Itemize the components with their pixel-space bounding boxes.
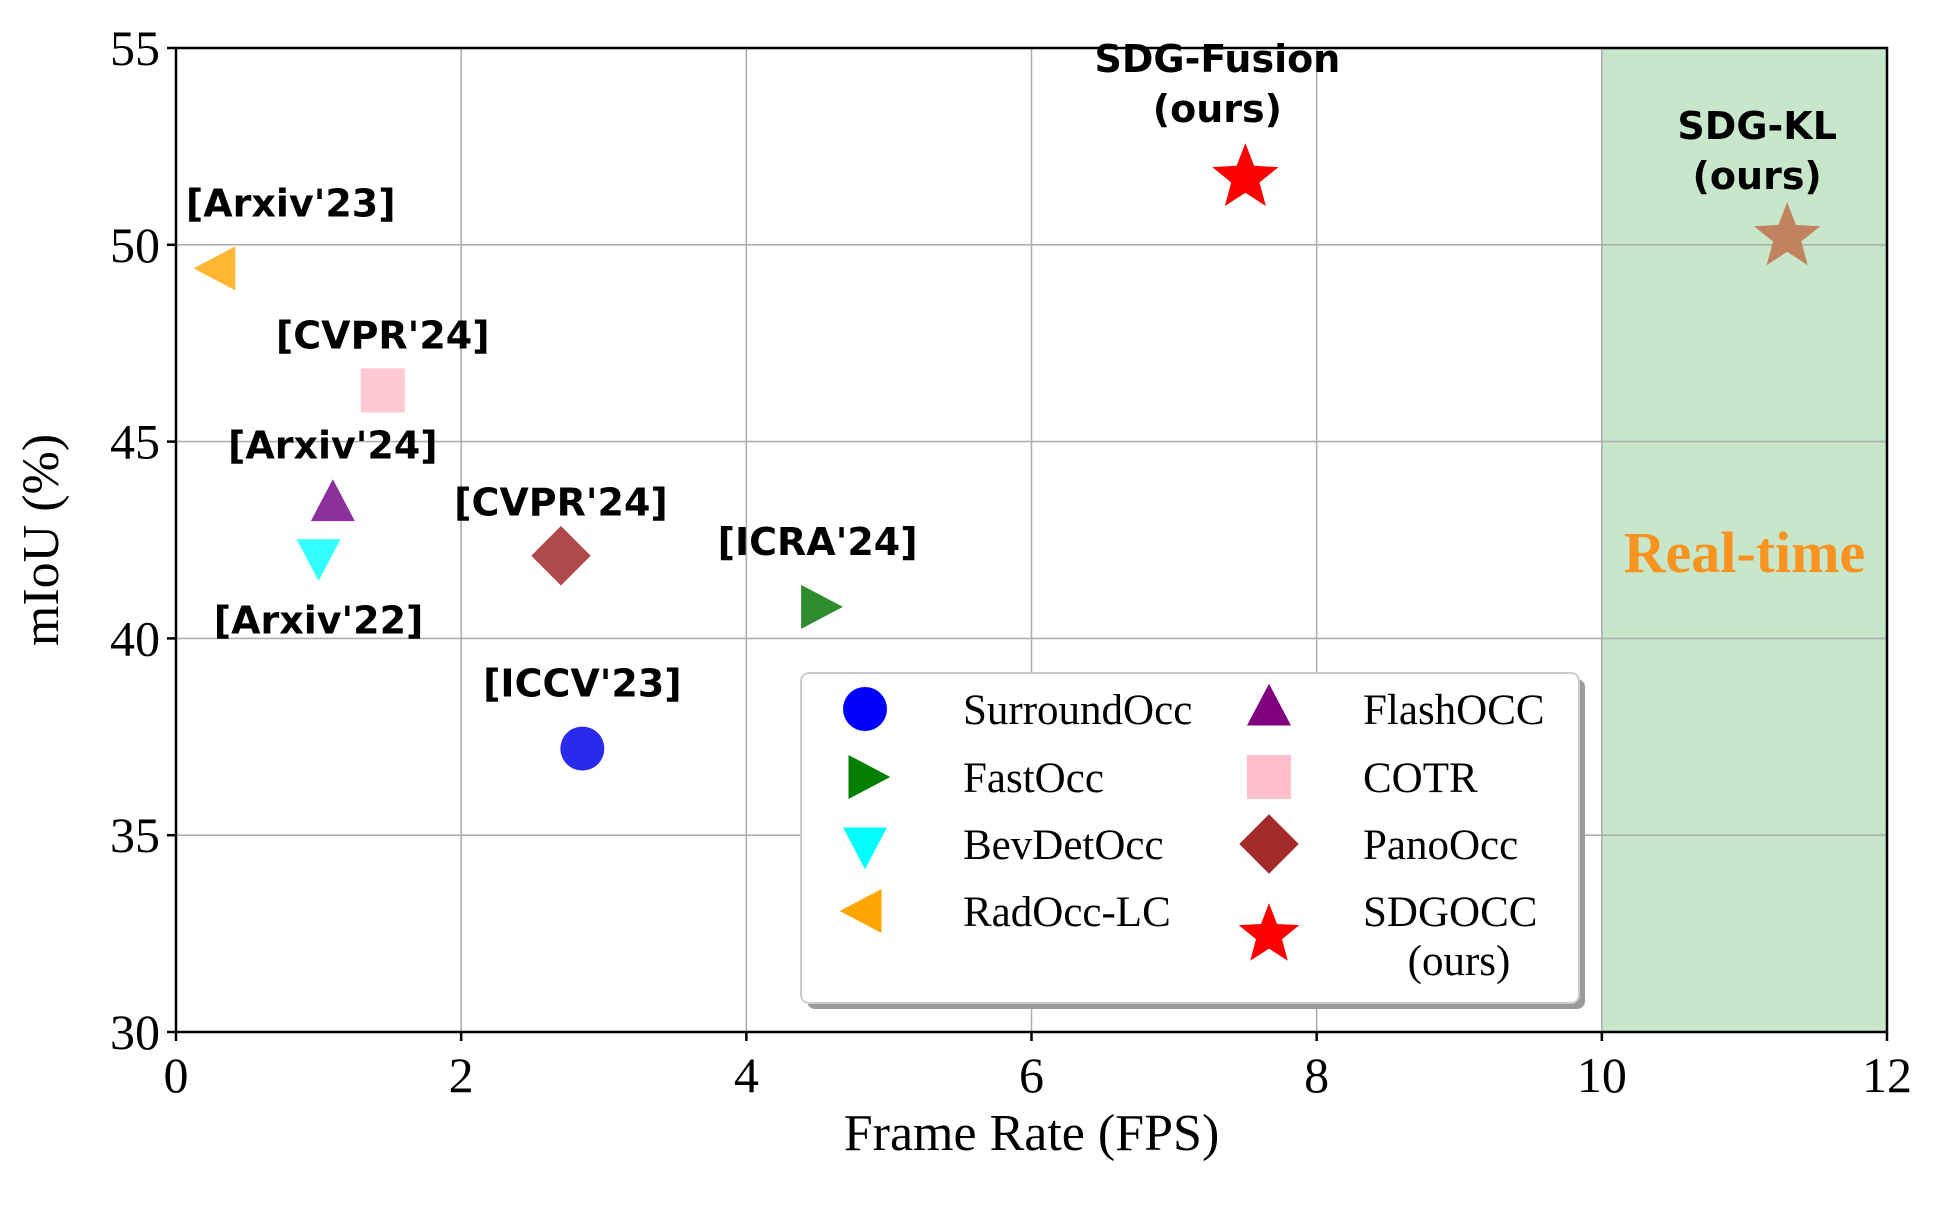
point-radocc-lc: [193, 246, 236, 291]
x-axis-ticks: 0 2 4 6 8 10 12: [164, 1032, 1912, 1103]
point-label-sdg-kl: SDG-KL: [1677, 104, 1837, 148]
point-sdg-fusion: [1212, 143, 1279, 206]
legend-label-ours: (ours): [1408, 938, 1511, 985]
legend-marker-cotr: [1247, 755, 1291, 799]
x-axis-title: Frame Rate (FPS): [844, 1105, 1220, 1162]
legend-label-fastocc: FastOcc: [963, 755, 1104, 802]
plot-frame: [174, 46, 1889, 1034]
point-label-radocc-lc: [Arxiv'23]: [186, 181, 396, 225]
point-label-ours: (ours): [1153, 87, 1282, 131]
x-tick-label: 4: [734, 1047, 759, 1103]
legend-marker-radocc-lc: [839, 889, 882, 933]
x-tick-label: 12: [1862, 1047, 1912, 1103]
data-points: [193, 143, 1821, 771]
y-tick-label: 55: [110, 20, 160, 76]
x-tick-label: 2: [449, 1047, 474, 1103]
x-tick-label: 8: [1304, 1047, 1329, 1103]
legend-marker-bevdetocc: [843, 827, 887, 870]
point-label-panoocc: [CVPR'24]: [454, 481, 668, 525]
point-label-flashocc: [Arxiv'24]: [228, 424, 438, 468]
legend-label-radocc-lc: RadOcc-LC: [963, 889, 1171, 936]
point-surroundocc: [560, 726, 605, 771]
realtime-region: [1601, 48, 1887, 1032]
legend-marker-surroundocc: [843, 687, 887, 731]
point-label-sdg-fusion: SDG-Fusion: [1094, 37, 1340, 81]
point-bevdetocc: [296, 539, 341, 582]
legend-label-sdgocc: SDGOCC: [1363, 889, 1537, 936]
legend-marker-flashocc: [1247, 683, 1291, 726]
legend-label-cotr: COTR: [1363, 755, 1478, 802]
x-tick-label: 6: [1019, 1047, 1044, 1103]
point-fastocc: [801, 584, 843, 629]
point-label-fastocc: [ICRA'24]: [718, 520, 918, 564]
y-tick-label: 35: [110, 807, 160, 863]
y-tick-label: 50: [110, 217, 160, 273]
legend-label-bevdetocc: BevDetOcc: [963, 822, 1164, 869]
legend-marker-fastocc: [848, 755, 891, 799]
point-label-bevdetocc: [Arxiv'22]: [214, 599, 424, 643]
point-label-cotr: [CVPR'24]: [276, 313, 490, 357]
legend-label-surroundocc: SurroundOcc: [963, 687, 1192, 734]
legend-label-flashocc: FlashOCC: [1363, 687, 1545, 734]
point-labels: [ICCV'23] [ICRA'24] [Arxiv'22] [Arxiv'23] [A…: [186, 37, 1837, 706]
legend-marker-sdgocc: [1238, 903, 1300, 961]
point-panoocc: [531, 526, 591, 586]
point-flashocc: [310, 479, 355, 522]
point-sdg-kl: [1754, 202, 1821, 266]
y-tick-label: 30: [110, 1004, 160, 1060]
y-axis-title: mIoU (%): [13, 434, 70, 646]
point-label-ours: (ours): [1693, 154, 1822, 198]
legend-label-panoocc: PanoOcc: [1363, 822, 1518, 869]
legend-box: [800, 672, 1580, 1004]
y-tick-label: 40: [110, 610, 160, 666]
legend: SurroundOcc FastOcc BevDetOcc RadOcc-LC Flas…: [800, 672, 1585, 1009]
x-tick-label: 0: [164, 1047, 189, 1103]
legend-marker-panoocc: [1239, 814, 1299, 874]
point-cotr: [360, 368, 405, 413]
y-tick-label: 45: [110, 414, 160, 470]
realtime-label: Real-time: [1624, 520, 1866, 585]
x-tick-label: 10: [1577, 1047, 1627, 1103]
point-label-surroundocc: [ICCV'23]: [483, 662, 682, 706]
y-axis-ticks: 30 35 40 45 50 55: [110, 20, 176, 1060]
